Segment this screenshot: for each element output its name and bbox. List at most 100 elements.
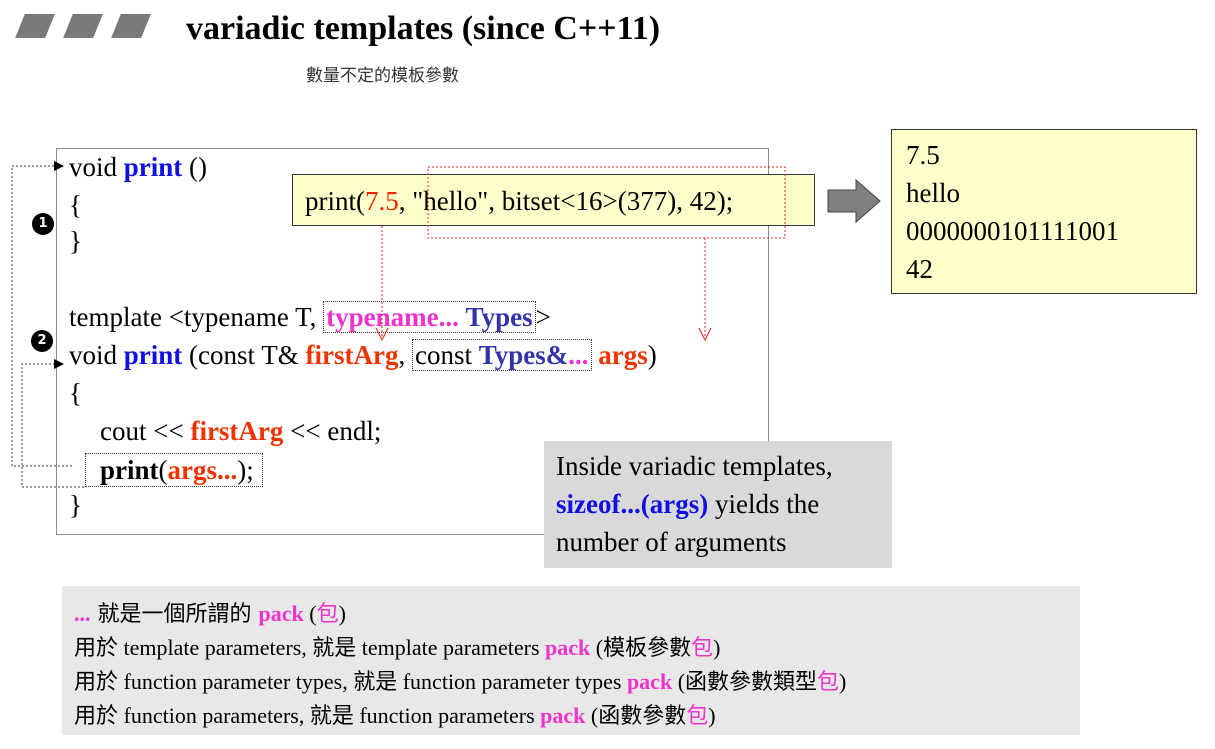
output-line-3: 0000000101111001 — [906, 216, 1119, 246]
code-line-2: { — [69, 190, 82, 220]
explain-text: 模板參數 — [603, 636, 692, 661]
explain-pack-keyword: pack — [626, 669, 673, 694]
code-token: ( — [158, 455, 168, 485]
code-token: template <typename T, — [69, 302, 324, 332]
explain-pack-keyword: pack — [540, 703, 586, 728]
output-line-4: 42 — [906, 254, 933, 284]
code-token: (const T& — [182, 340, 306, 370]
code-token-args: args — [598, 340, 648, 370]
code-token: ) — [647, 340, 657, 370]
code-line-6: { — [69, 378, 82, 408]
sizeof-note-box: Inside variadic templates, sizeof...(arg… — [544, 441, 892, 568]
step-badge-2: 2 — [31, 330, 53, 352]
explain-bao: 包 — [691, 636, 714, 661]
code-token-typename-pack: typename... — [326, 302, 459, 332]
explain-text: function parameters, — [118, 703, 310, 728]
output-box: 7.5 hello 0000000101111001 42 — [891, 129, 1197, 294]
explain-text: function parameters — [353, 703, 541, 728]
step-badge-1: 1 — [32, 213, 54, 235]
types-pack-box: typename... Types — [323, 301, 536, 333]
code-token: void — [69, 340, 124, 370]
explain-text: 用於 — [74, 704, 119, 729]
call-expression: print(7.5, "hello", bitset<16>(377), 42)… — [305, 185, 733, 217]
explain-text: ) — [713, 635, 721, 660]
rest-args-arrow-head — [698, 327, 712, 342]
explain-text: ( — [590, 635, 604, 660]
explain-text: ) — [708, 703, 716, 728]
code-line-4: template <typename T, typename... Types > — [69, 301, 551, 333]
code-line-9: } — [69, 490, 82, 520]
code-line-7: cout << firstArg << endl; — [100, 415, 381, 447]
args-pack-box: const Types&... — [412, 339, 592, 371]
code-token-firstarg: firstArg — [305, 340, 399, 370]
call-expression-box: print(7.5, "hello", bitset<16>(377), 42)… — [292, 174, 815, 226]
arrow-head-2 — [54, 359, 64, 369]
explain-ellipsis: ... — [74, 601, 91, 626]
explain-text: ) — [338, 601, 346, 626]
pack-explanation-box: ... 就是一個所謂的 pack (包) 用於 template paramet… — [62, 586, 1080, 735]
explain-text: 用於 — [74, 670, 119, 695]
output-line-1: 7.5 — [906, 140, 940, 170]
explain-text: 函數參數類型 — [685, 670, 818, 695]
code-token: () — [182, 152, 208, 182]
slide-subtitle: 數量不定的模板參數 — [306, 66, 459, 86]
explain-line-3: 用於 function parameter types, 就是 function… — [74, 664, 846, 696]
explain-bao: 包 — [686, 704, 709, 729]
code-token-print: print — [123, 152, 183, 182]
code-token-print: print — [123, 340, 183, 370]
note-line-3: number of arguments — [556, 527, 787, 557]
explain-text: template parameters — [356, 635, 546, 660]
call-token: ); — [716, 186, 734, 216]
explain-text: ( — [303, 601, 317, 626]
code-token-firstarg: firstArg — [190, 416, 284, 446]
code-token: << endl; — [283, 416, 382, 446]
explain-text: 函數參數 — [598, 704, 687, 729]
code-token-types: Types — [478, 340, 546, 370]
slide-title: variadic templates (since C++11) — [186, 10, 661, 47]
explain-text: 就是 — [312, 636, 357, 661]
result-arrow-icon — [827, 178, 881, 224]
code-token-types: Types — [465, 302, 533, 332]
code-token: cout << — [100, 416, 191, 446]
explain-pack-keyword: pack — [545, 635, 591, 660]
explain-bao: 包 — [316, 602, 339, 627]
code-token: void — [69, 152, 124, 182]
sizeof-keyword: sizeof...(args) — [556, 489, 709, 519]
explain-text: template parameters, — [118, 635, 313, 660]
explain-line-1: ... 就是一個所謂的 pack (包) — [74, 596, 346, 628]
explain-text: function parameter types — [397, 669, 627, 694]
note-text: yields the — [708, 489, 820, 519]
call-token: , — [398, 186, 413, 216]
code-line-3: } — [69, 226, 82, 256]
code-token: , — [398, 340, 412, 370]
code-line-8: print(args...); — [85, 453, 263, 487]
explain-text: ) — [839, 669, 847, 694]
code-token: > — [535, 302, 551, 332]
call-token: print( — [305, 186, 365, 216]
code-token-print: print — [100, 455, 159, 485]
code-token-args-expansion: args... — [167, 455, 238, 485]
explain-bao: 包 — [817, 670, 840, 695]
code-line-5: void print (const T& firstArg, const Typ… — [69, 339, 657, 371]
explain-text: function parameter types, — [118, 669, 354, 694]
rest-args-highlight — [427, 166, 786, 239]
explain-text: 就是 — [353, 670, 398, 695]
explain-text: 就是 — [309, 704, 354, 729]
call-token-first-value: 7.5 — [365, 186, 399, 216]
recursion-arrow-to-print-variadic — [21, 363, 84, 488]
explain-line-2: 用於 template parameters, 就是 template para… — [74, 630, 720, 662]
arrow-head-1 — [54, 161, 64, 171]
explain-line-4: 用於 function parameters, 就是 function para… — [74, 698, 716, 730]
explain-text: ( — [585, 703, 599, 728]
code-token-ampersand: & — [545, 340, 569, 370]
code-token-ellipsis: ... — [568, 340, 589, 370]
code-line-1: void print () — [69, 151, 207, 183]
explain-text: ( — [672, 669, 686, 694]
code-token: const — [415, 340, 479, 370]
explain-text: 就是一個所謂的 — [90, 602, 259, 627]
recursion-arrow-to-print-empty — [11, 165, 72, 467]
output-line-2: hello — [906, 178, 960, 208]
explain-pack-keyword: pack — [258, 601, 304, 626]
first-arg-arrow-head — [375, 327, 389, 342]
